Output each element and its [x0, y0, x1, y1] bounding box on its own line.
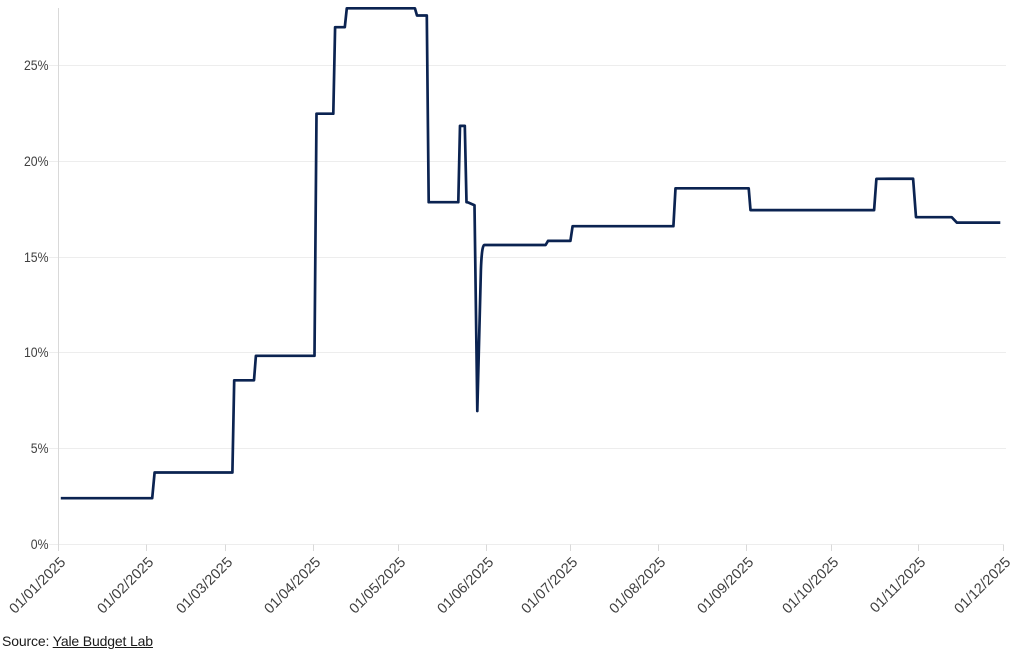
- svg-text:01/12/2025: 01/12/2025: [951, 555, 1014, 618]
- svg-text:01/05/2025: 01/05/2025: [346, 555, 409, 618]
- svg-text:01/03/2025: 01/03/2025: [173, 555, 236, 618]
- svg-text:01/01/2025: 01/01/2025: [6, 555, 69, 618]
- svg-text:01/02/2025: 01/02/2025: [94, 555, 157, 618]
- svg-text:01/07/2025: 01/07/2025: [518, 555, 581, 618]
- svg-text:01/08/2025: 01/08/2025: [606, 555, 669, 618]
- svg-text:01/06/2025: 01/06/2025: [434, 555, 497, 618]
- svg-text:01/10/2025: 01/10/2025: [779, 555, 842, 618]
- svg-text:01/09/2025: 01/09/2025: [694, 555, 757, 618]
- svg-text:01/04/2025: 01/04/2025: [261, 555, 324, 618]
- svg-text:01/11/2025: 01/11/2025: [867, 555, 929, 617]
